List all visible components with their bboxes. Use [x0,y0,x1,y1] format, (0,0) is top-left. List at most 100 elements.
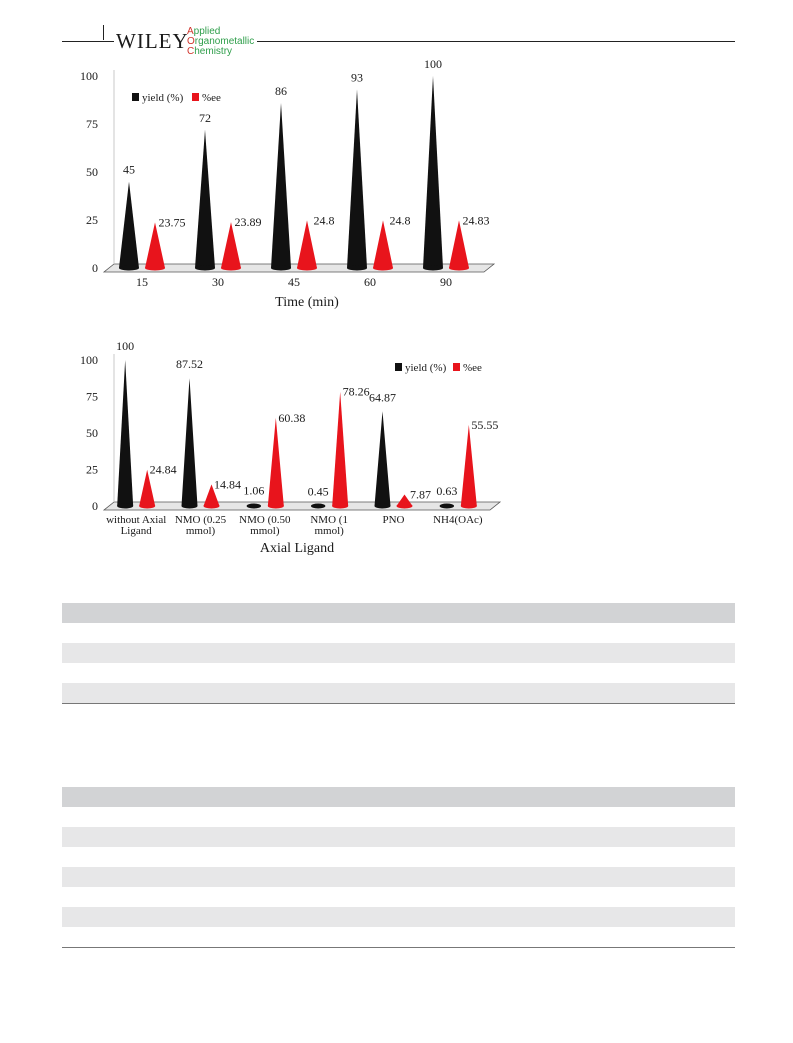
ee-cone [449,220,469,268]
time-chart-svg: 0 25 50 75 100 45 23.75 15 72 23.89 30 86 24.8 45 93 24… [80,58,496,310]
yield-cone [117,360,134,506]
yield-data-label: 0.63 [436,484,457,498]
x-tick-label: NMO (0.25 [175,514,227,526]
x-tick-label: 30 [212,275,224,289]
y-tick-label: 50 [86,426,98,440]
yield-data-label: 45 [123,163,135,177]
yield-data-label: 93 [351,70,363,84]
x-tick-label: mmol) [250,525,280,537]
yield-data-label: 0.45 [308,484,329,498]
header-rule-left [62,41,114,42]
ee-cone [332,391,349,506]
x-tick-label: 90 [440,275,452,289]
yield-cone-base [347,265,367,271]
yield-cone-base [119,265,139,271]
ee-cone [297,220,317,268]
ee-data-label: 60.38 [278,411,305,425]
yield-cone [271,102,291,268]
table-row [62,867,735,887]
yield-data-label: 72 [199,111,211,125]
yield-data-label: 87.52 [176,357,203,371]
ee-data-label: 78.26 [343,385,370,399]
yield-cone-base [195,265,215,271]
ee-data-label: 14.84 [214,477,241,491]
ee-cone-base [145,265,165,271]
yield-cone-base [439,503,455,509]
ee-cone-base [139,503,156,509]
yield-data-label: 86 [275,84,287,98]
yield-cone [119,181,139,268]
ee-data-label: 24.84 [150,463,177,477]
yield-cone [195,129,215,268]
table-row [62,807,735,827]
ee-cone [460,424,477,506]
y-tick-label: 100 [80,69,98,83]
legend-swatch-ee [192,93,199,101]
journal-line-1: Applied [187,26,221,37]
table-row [62,907,735,927]
table-row [62,643,735,663]
header-page-tick [103,25,104,40]
ee-data-label: 23.75 [159,215,186,229]
table-row [62,847,735,867]
yield-cone-base [374,503,391,509]
ee-data-label: 7.87 [410,488,431,502]
x-axis-title: Time (min) [275,295,339,310]
x-tick-label: PNO [382,514,404,526]
x-axis-title: Axial Ligand [260,541,334,556]
table-row [62,623,735,643]
legend-label-yield: yield (%) [405,362,447,374]
x-tick-label: mmol) [186,525,216,537]
x-tick-label: NMO (0.50 [239,514,291,526]
journal-logo: Applied Organometallic Chemistry [187,27,254,57]
ee-cone-base [221,265,241,271]
y-tick-label: 25 [86,463,98,477]
yield-data-label: 64.87 [369,390,396,404]
table-1-header-row [62,603,735,623]
ee-data-label: 24.8 [314,213,335,227]
x-tick-label: mmol) [314,525,344,537]
x-tick-label: NMO (1 [310,514,348,526]
x-tick-label: 15 [136,275,148,289]
x-tick-label: 60 [364,275,376,289]
ee-data-label: 55.55 [471,418,498,432]
y-tick-label: 50 [86,165,98,179]
journal-line-2: Organometallic [187,36,255,47]
axial-ligand-chart: 0 25 50 75 100 100 24.84 without Axial Ligand 87.… [62,340,512,580]
table-1-bottom-rule [62,703,735,704]
y-tick-label: 75 [86,390,98,404]
table-row [62,827,735,847]
yield-cone-base [271,265,291,271]
table-1 [62,603,735,704]
table-2-bottom-rule [62,947,735,948]
ee-cone [145,222,165,268]
legend-label-yield: yield (%) [142,92,184,104]
ee-cone-base [396,503,413,509]
ee-cone [267,417,284,506]
ee-cone [396,494,413,506]
ee-cone-base [460,503,477,509]
header-rule-right [257,41,735,42]
legend-label-ee: %ee [202,92,221,104]
time-chart: 0 25 50 75 100 45 23.75 15 72 23.89 30 86 24.8 45 93 24… [62,58,512,320]
ee-cone-base [267,503,284,509]
table-row [62,663,735,683]
yield-cone [423,76,443,268]
ee-cone [139,469,156,506]
yield-cone [374,411,391,506]
ee-cone-base [332,503,349,509]
legend-swatch-ee [453,363,460,371]
ee-cone-base [373,265,393,271]
table-row [62,887,735,907]
ee-data-label: 24.83 [463,213,490,227]
x-tick-label: without Axial [106,514,166,526]
y-tick-label: 0 [92,499,98,513]
yield-cone-base [246,503,262,509]
y-tick-label: 0 [92,261,98,275]
yield-cone-base [117,503,134,509]
yield-cone [347,89,367,268]
legend-label-ee: %ee [463,362,482,374]
ee-cone [373,220,393,268]
yield-cone [181,378,198,506]
x-tick-label: Ligand [121,525,153,537]
